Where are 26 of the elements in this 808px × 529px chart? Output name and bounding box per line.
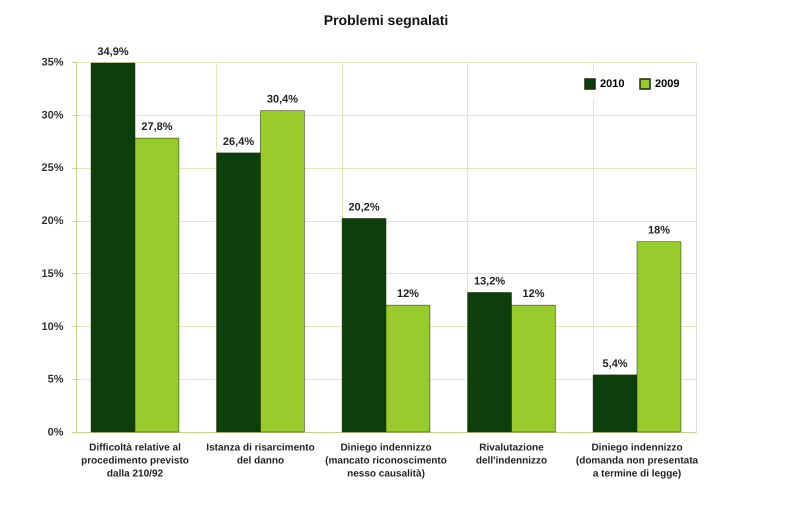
- data-label: 30,4%: [266, 94, 298, 106]
- data-label: 13,2%: [474, 275, 506, 288]
- data-label: 5,4%: [602, 358, 628, 370]
- legend-label: 2010: [600, 78, 624, 90]
- data-label: 27,8%: [141, 121, 173, 134]
- data-label: 12%: [396, 288, 420, 300]
- x-tick-label: Difficoltà relative al procedimento previsto dalla 210/92: [81, 442, 189, 480]
- data-label: 18%: [648, 224, 670, 237]
- legend-label: 2009: [655, 78, 680, 90]
- y-tick-label: 5%: [48, 374, 64, 386]
- y-tick-label: 15%: [41, 268, 64, 280]
- x-tick-label: Rivalutazione dell'indennizzo: [476, 442, 548, 466]
- x-tick-label: Diniego indennizzo (mancato riconoscimento nesso causalità): [325, 442, 447, 480]
- y-tick-label: 35%: [41, 56, 64, 68]
- y-tick-label: 10%: [41, 320, 64, 333]
- x-tick-label: Diniego indennizzo (domanda non presentata a termine di legge): [576, 442, 699, 480]
- y-tick-label: 0%: [48, 426, 64, 438]
- y-tick-label: 20%: [41, 215, 64, 228]
- data-label: 20,2%: [348, 201, 380, 214]
- data-label: 34,9%: [97, 46, 129, 58]
- y-tick-label: 25%: [41, 162, 64, 174]
- data-label: 12%: [522, 288, 545, 300]
- chart-title: Problemi segnalati: [324, 12, 448, 28]
- data-label: 26,4%: [222, 136, 254, 148]
- x-tick-label: Istanza di risarcimento del danno: [206, 442, 315, 466]
- y-tick-label: 30%: [41, 109, 64, 122]
